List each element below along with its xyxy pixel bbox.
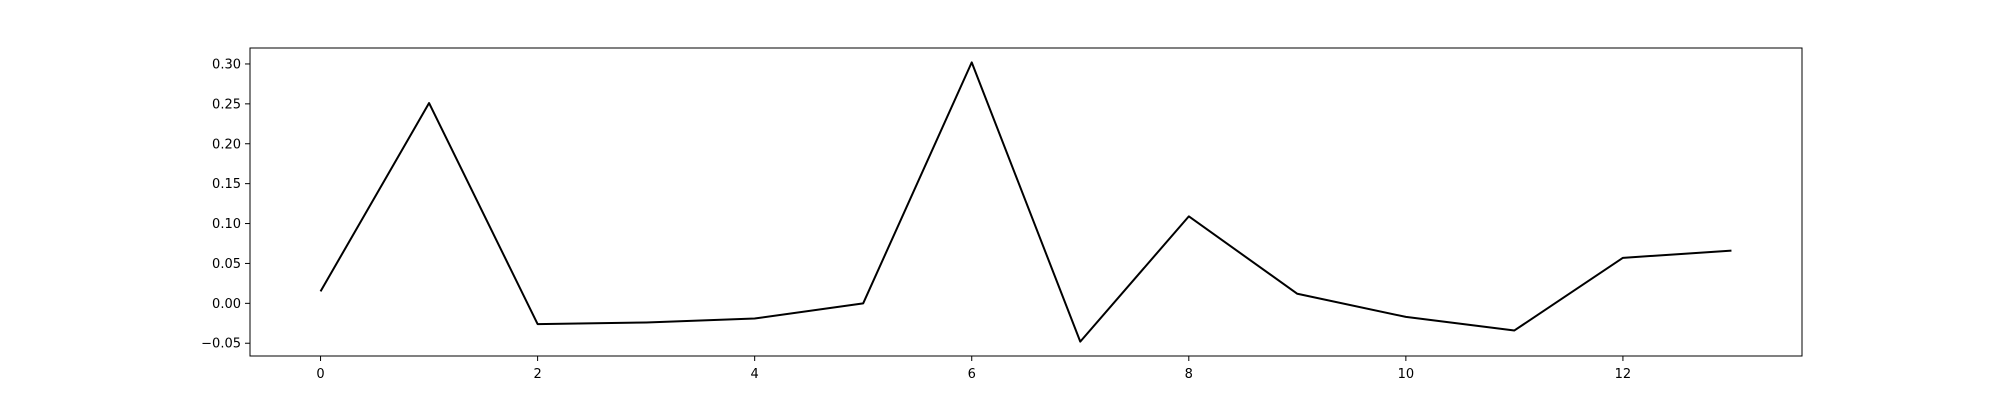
y-tick-label: 0.10 <box>212 217 241 232</box>
y-axis: −0.05 0.00 0.05 0.10 0.15 0.20 0.25 0.30 <box>201 57 250 352</box>
y-tick-label: −0.05 <box>201 337 241 352</box>
x-tick-label: 2 <box>533 367 541 382</box>
y-tick-label: 0.00 <box>212 297 241 312</box>
y-tick-label: 0.30 <box>212 57 241 72</box>
x-tick-label: 6 <box>968 367 976 382</box>
plot-area <box>249 47 1803 357</box>
y-tick-label: 0.20 <box>212 137 241 152</box>
series-line-0 <box>319 61 1732 343</box>
y-tick-label: 0.25 <box>212 97 241 112</box>
x-tick-label: 4 <box>751 367 759 382</box>
axes-frame <box>249 47 1803 357</box>
x-tick-label: 10 <box>1398 367 1415 382</box>
x-tick-label: 12 <box>1615 367 1632 382</box>
y-tick-label: 0.05 <box>212 257 241 272</box>
series-layer <box>319 61 1732 343</box>
y-tick-label: 0.15 <box>212 177 241 192</box>
x-tick-label: 0 <box>316 367 324 382</box>
x-tick-label: 8 <box>1185 367 1193 382</box>
x-axis: 0 2 4 6 8 10 12 <box>316 356 1631 382</box>
